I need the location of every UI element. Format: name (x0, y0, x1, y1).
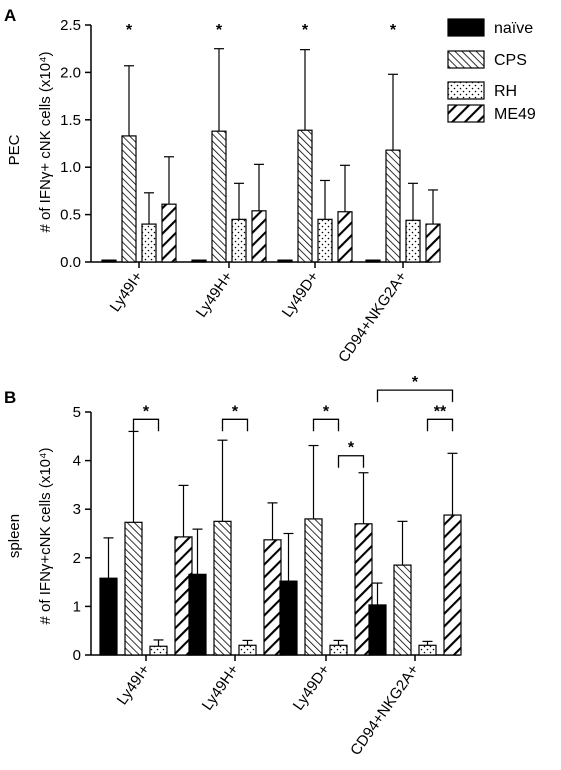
legend-label-cps: CPS (494, 52, 527, 69)
panel-b-y-axis-label: # of IFNγ+cNK cells (x10⁴) (37, 448, 54, 625)
x-category-label: Ly49I+ (107, 268, 147, 315)
y-tick-label: 1.5 (60, 112, 81, 129)
bar-cps (211, 130, 227, 263)
bar-naive (101, 259, 117, 263)
y-tick-label: 5 (73, 404, 81, 421)
y-tick-label: 0.0 (60, 254, 81, 271)
bar-naive (99, 577, 118, 656)
significance-bracket (221, 418, 249, 432)
bar-cps (385, 149, 401, 263)
y-tick-label: 1 (73, 598, 81, 615)
significance-star: * (348, 440, 355, 457)
bar-me49 (263, 539, 282, 656)
significance-bracket-wide (376, 389, 454, 403)
significance-bracket (426, 418, 454, 432)
significance-star: * (390, 22, 397, 39)
bar-cps (304, 518, 323, 656)
significance-bracket (132, 418, 160, 432)
bar-rh (149, 645, 168, 656)
bar-naive (191, 259, 207, 263)
legend-label-naive: naïve (494, 20, 533, 37)
bar-naive (365, 259, 381, 263)
y-tick-label: 4 (73, 453, 81, 470)
significance-star: * (412, 374, 419, 391)
bar-cps (124, 521, 143, 656)
bar-me49 (161, 203, 177, 263)
y-tick-label: 0.5 (60, 207, 81, 224)
bar-cps (393, 564, 412, 656)
bar-rh (141, 223, 157, 263)
x-category-label: Ly49H+ (193, 268, 237, 320)
y-tick-label: 1.0 (60, 159, 81, 176)
x-category-label: Ly49I+ (114, 661, 154, 708)
bar-me49 (251, 210, 267, 263)
bar-naive (368, 604, 387, 656)
bar-me49 (425, 223, 441, 263)
x-category-label: CD94+NKG2A+ (335, 268, 410, 365)
panel-b-letter: B (4, 388, 16, 407)
significance-star: * (323, 403, 330, 420)
legend-swatch-rh (447, 81, 485, 100)
significance-star: ** (434, 403, 447, 420)
bar-rh (329, 644, 348, 656)
significance-star: * (143, 403, 150, 420)
x-category-label: Ly49D+ (279, 268, 323, 320)
bar-naive (277, 259, 293, 263)
legend-label-rh: RH (494, 83, 517, 100)
x-category-label: CD94+NKG2A+ (347, 661, 422, 758)
significance-star: * (302, 22, 309, 39)
panel-a-row-label: PEC (6, 134, 23, 165)
panel-a-chart: 0.0 0.5 1.0 1.5 2.0 2.5 Ly49I+ Ly49H+ Ly49D+ CD94… (60, 17, 441, 366)
bar-rh (405, 219, 421, 263)
y-tick-label: 0 (73, 647, 81, 664)
legend-item-rh: RH (447, 81, 517, 100)
bar-rh (231, 218, 247, 263)
bar-me49 (443, 514, 462, 656)
significance-bracket (312, 418, 340, 432)
legend-item-me49: ME49 (447, 104, 536, 123)
panel-a-letter: A (4, 6, 16, 25)
bar-cps (213, 520, 232, 656)
y-tick-label: 2 (73, 550, 81, 567)
legend-swatch-cps (447, 50, 485, 69)
panel-a-y-axis-label: # of IFNγ+ cNK cells (x10⁴) (37, 51, 54, 232)
x-category-label: Ly49H+ (199, 661, 243, 713)
y-tick-label: 3 (73, 501, 81, 518)
legend-swatch-me49 (447, 104, 485, 123)
legend: naïve CPS RH ME49 (447, 18, 536, 123)
bar-naive (279, 580, 298, 656)
significance-bracket (337, 455, 365, 468)
significance-star: * (216, 22, 223, 39)
bar-cps (121, 135, 137, 263)
legend-item-cps: CPS (447, 50, 527, 69)
bar-naive (188, 573, 207, 656)
bar-rh (418, 644, 437, 656)
bar-rh (317, 218, 333, 263)
panel-b-row-label: spleen (6, 514, 23, 558)
legend-swatch-naive (447, 18, 485, 37)
bar-rh (238, 644, 257, 656)
x-category-label: Ly49D+ (290, 661, 334, 713)
y-tick-label: 2.5 (60, 17, 81, 34)
legend-label-me49: ME49 (494, 106, 536, 123)
y-tick-label: 2.0 (60, 64, 81, 81)
significance-star: * (232, 403, 239, 420)
bar-cps (297, 129, 313, 263)
legend-item-naive: naïve (447, 18, 533, 37)
bar-me49 (337, 211, 353, 263)
significance-star: * (126, 22, 133, 39)
